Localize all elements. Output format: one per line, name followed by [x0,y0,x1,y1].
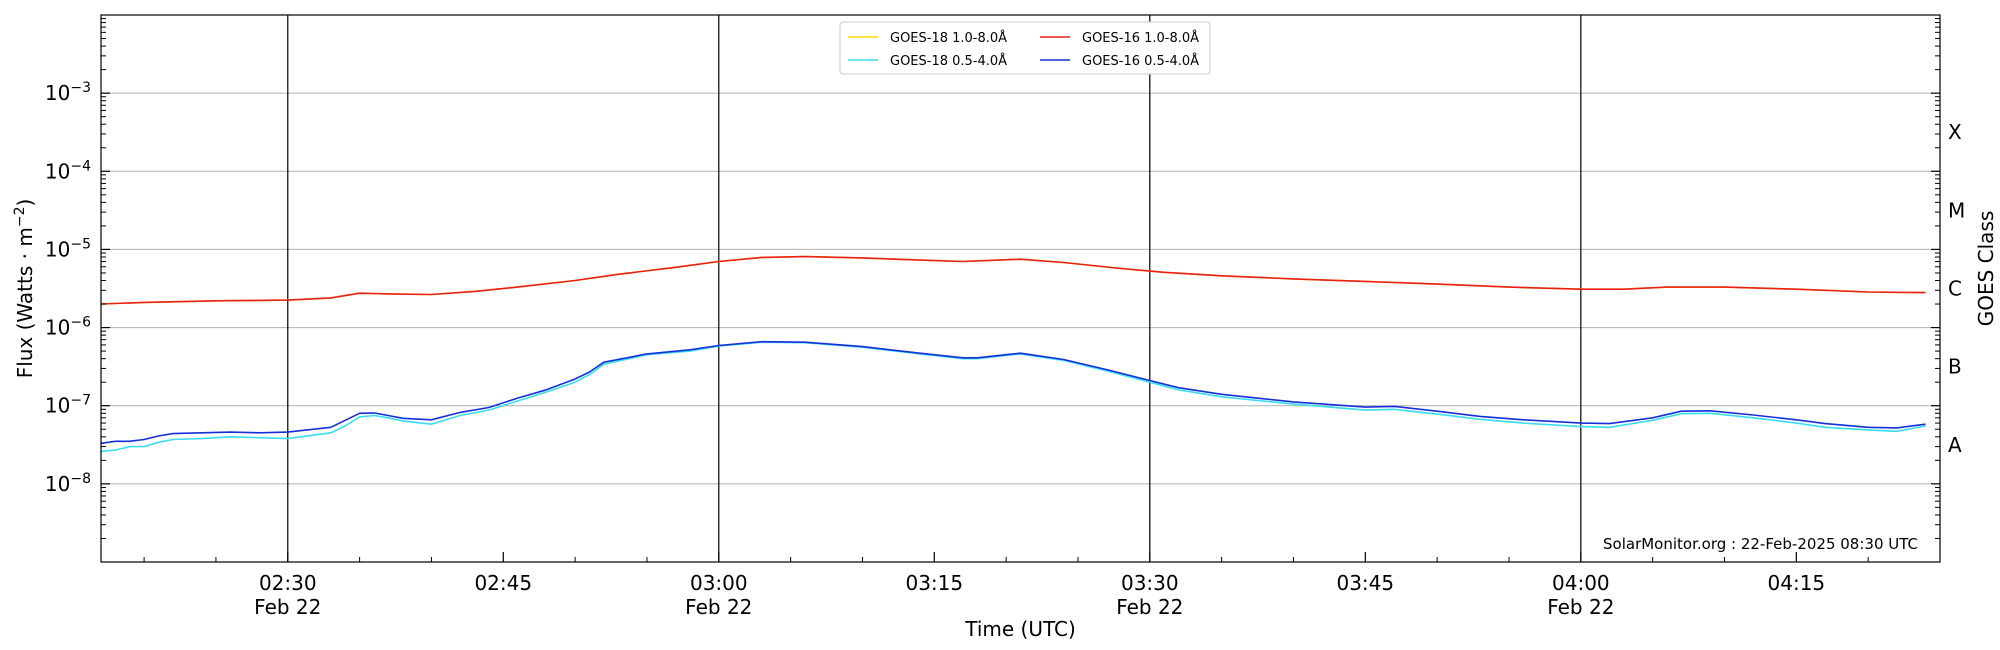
goes-class-a: A [1948,433,1962,457]
goes-class-x: X [1948,120,1962,144]
y-tick-label: 10−7 [45,393,91,418]
goes-class-b: B [1948,355,1962,379]
x-tick-label: 02:30 [259,571,317,595]
x-tick-label: 04:15 [1768,571,1826,595]
y-tick-exponent: −5 [70,236,91,252]
legend-label: GOES-18 1.0-8.0Å [890,30,1007,46]
goes-class-m: M [1948,198,1965,222]
legend-label: GOES-18 0.5-4.0Å [890,53,1007,69]
series-line-1 [100,255,1926,305]
legend-label: GOES-16 0.5-4.0Å [1082,53,1199,69]
goes-class-axis-title: GOES Class [1974,211,1998,327]
x-tick-label: 03:45 [1336,571,1394,595]
plot-frame [100,14,1941,563]
axis-ticks [101,18,1941,562]
y-tick-label: 10−3 [45,80,91,105]
gridlines [101,92,1940,485]
y-tick-base: 10 [45,316,70,340]
y-tick-label: 10−8 [45,471,91,496]
x-tick-label: 02:45 [474,571,532,595]
y-tick-label: 10−5 [45,236,91,261]
y-tick-label: 10−6 [45,315,91,340]
x-tick-date-label: Feb 22 [685,595,752,619]
y-tick-exponent: −7 [70,393,91,409]
legend-box [839,21,1211,75]
y-tick-exponent: −4 [70,158,91,174]
y-tick-exponent: −8 [70,471,91,487]
y-axis-title-main: Flux (Watts · m [13,227,37,378]
legend: GOES-18 1.0-8.0Å GOES-18 0.5-4.0Å GOES-16 … [839,21,1211,75]
y-axis-title-exponent: −2 [12,207,28,228]
x-axis-title: Time (UTC) [964,617,1076,641]
y-tick-base: 10 [45,394,70,418]
x-tick-label: 03:00 [690,571,748,595]
y-tick-base: 10 [45,159,70,183]
series-line-3 [100,340,1926,445]
y-tick-base: 10 [45,81,70,105]
goes-class-labels: A B C M X [1948,120,1965,457]
x-tick-date-label: Feb 22 [254,595,321,619]
y-tick-labels: 10−810−710−610−510−410−3 [45,80,91,496]
x-tick-date-label: Feb 22 [1116,595,1183,619]
legend-label: GOES-16 1.0-8.0Å [1082,30,1199,46]
y-tick-exponent: −3 [70,80,91,96]
goes-class-c: C [1948,277,1962,301]
y-tick-exponent: −6 [70,315,91,331]
series-lines [100,255,1926,453]
y-tick-label: 10−4 [45,158,91,183]
x-tick-label: 04:00 [1552,571,1610,595]
watermark-text: SolarMonitor.org : 22-Feb-2025 08:30 UTC [1603,535,1918,553]
x-tick-date-label: Feb 22 [1547,595,1614,619]
x-tick-label: 03:30 [1121,571,1179,595]
x-tick-label: 03:15 [905,571,963,595]
y-axis-title-close: ) [13,199,37,207]
y-tick-base: 10 [45,237,70,261]
y-tick-base: 10 [45,472,70,496]
y-axis-title: Flux (Watts · m−2) [12,199,37,379]
